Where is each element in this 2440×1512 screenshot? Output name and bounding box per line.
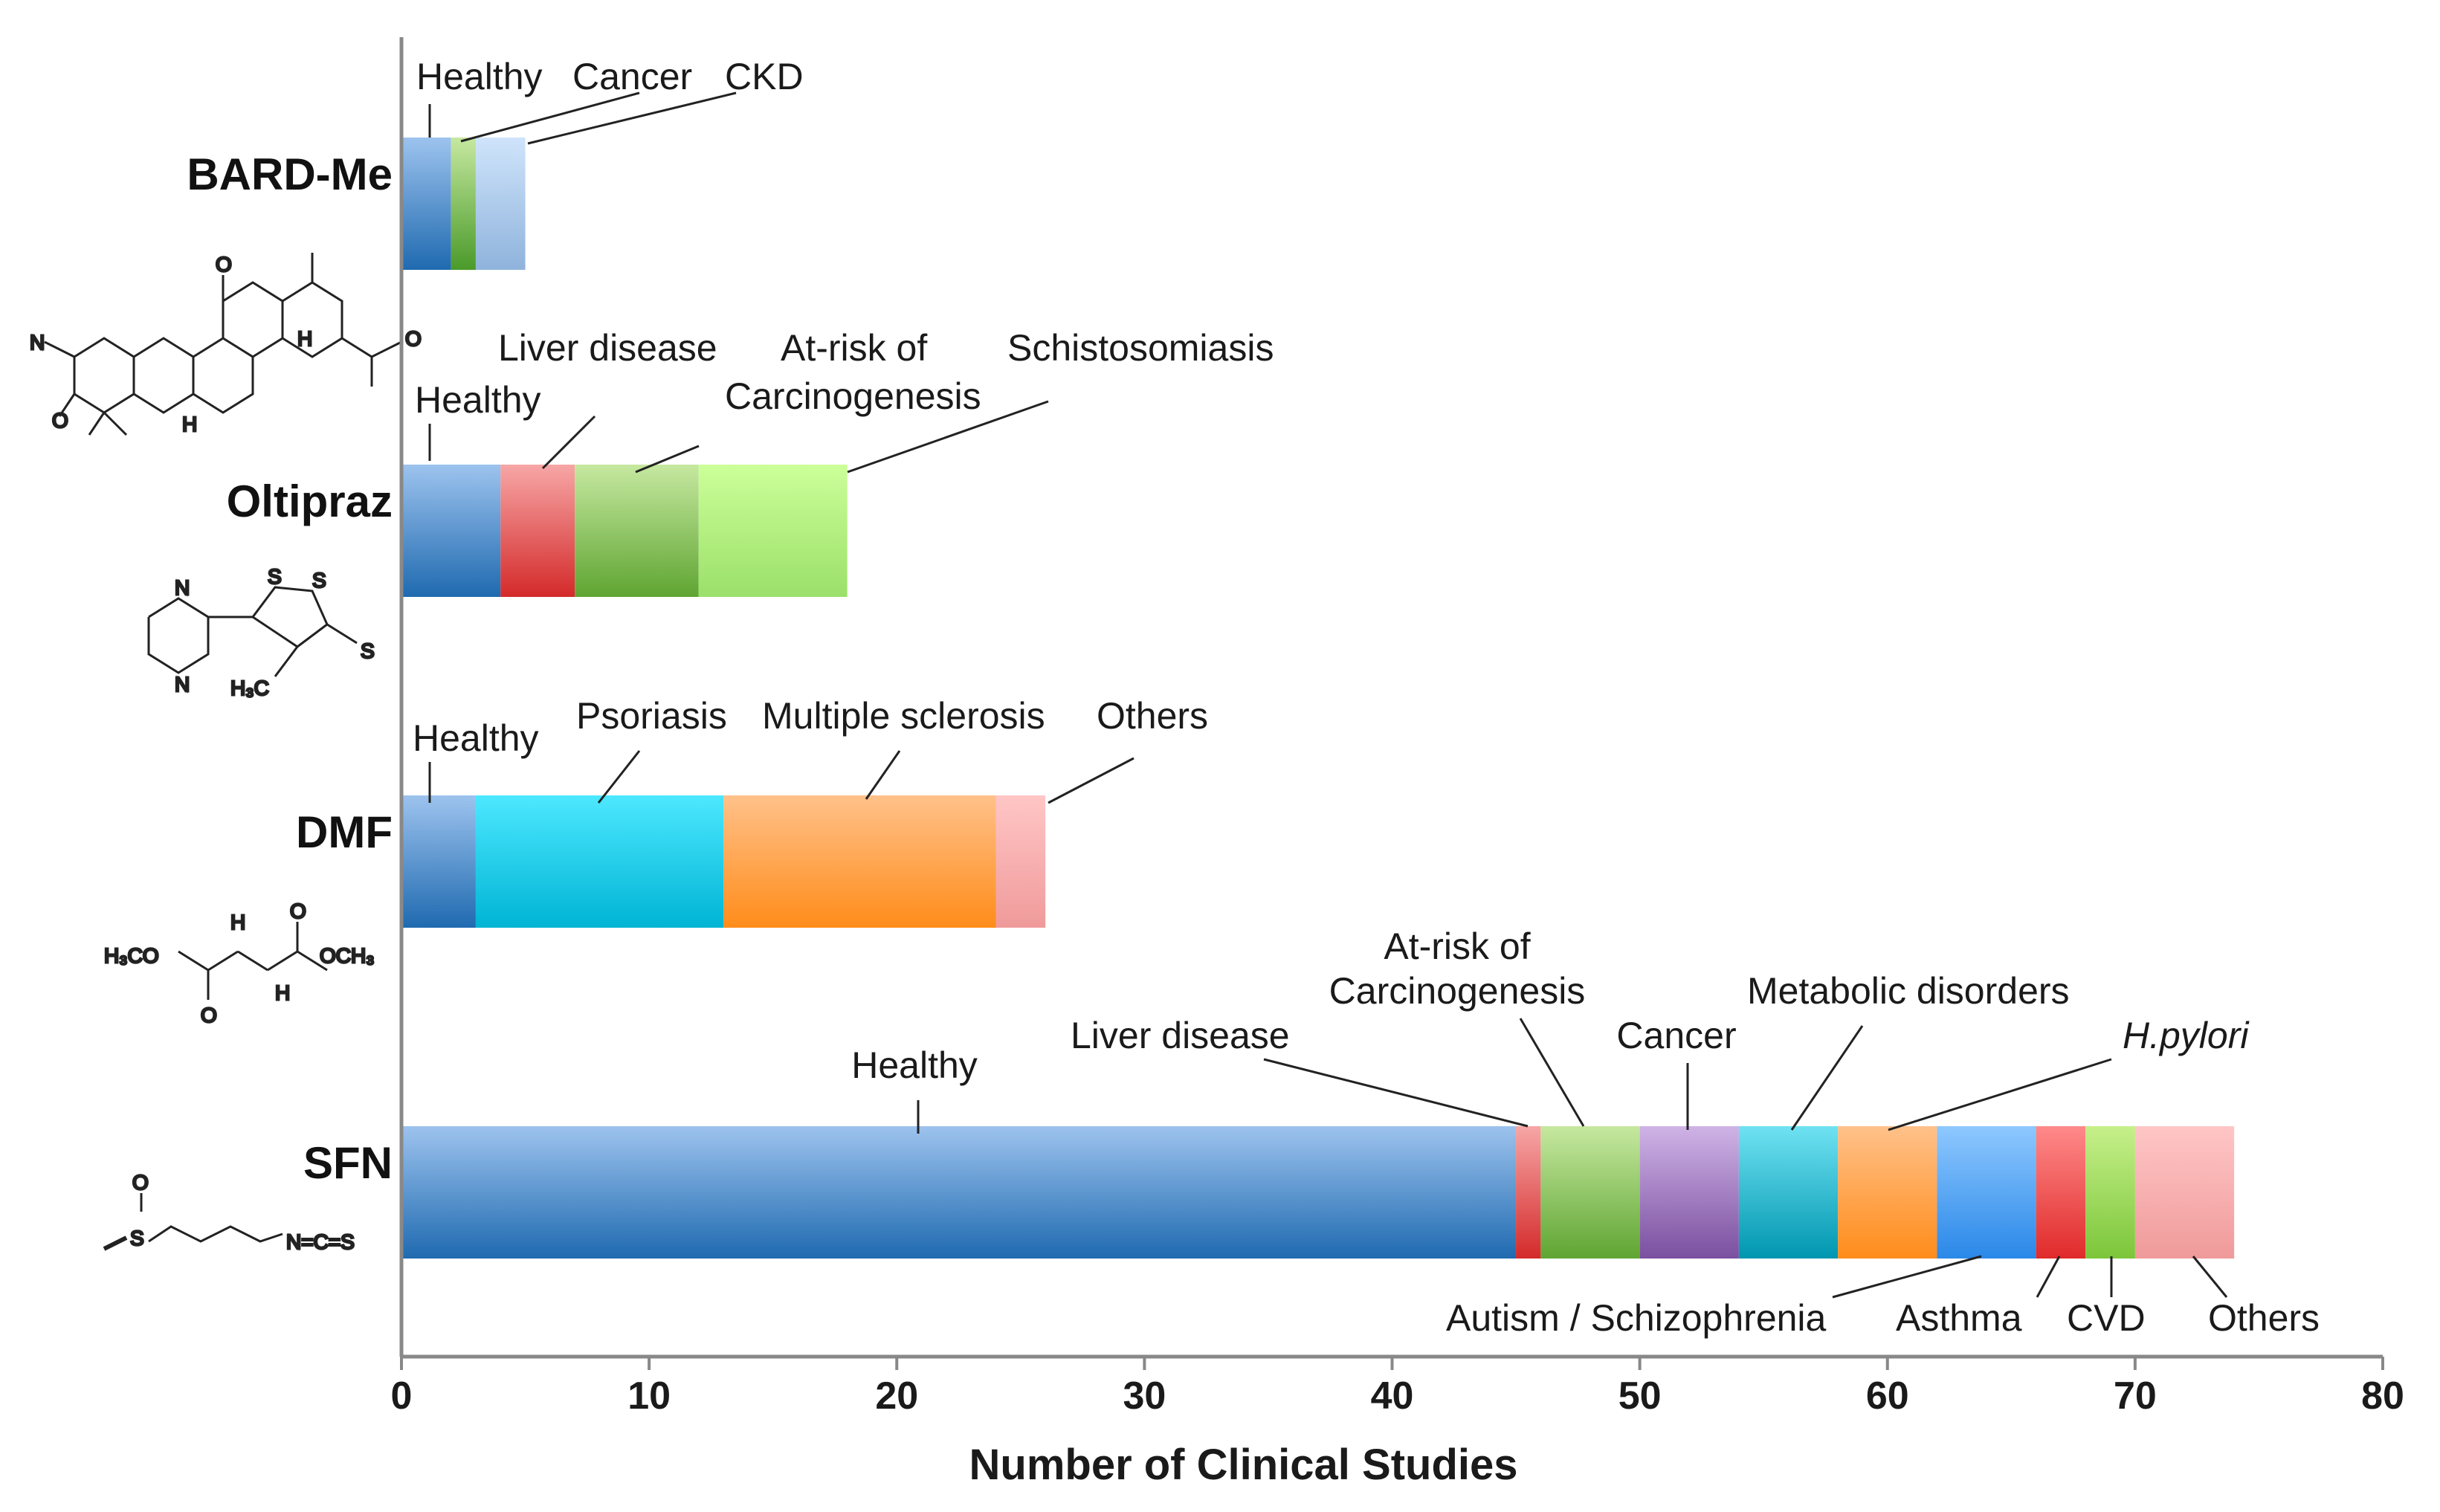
leader-line	[865, 750, 901, 800]
structure-label: N=C=S	[286, 1230, 355, 1253]
structure-label: O	[132, 1171, 149, 1194]
leader-line	[1519, 1018, 1585, 1127]
leader-line	[1888, 1058, 2112, 1131]
leader-line	[2192, 1256, 2228, 1298]
bar-segment	[500, 465, 575, 597]
segment-label: Psoriasis	[576, 695, 727, 737]
bar-segment	[2085, 1126, 2135, 1259]
leader-line	[2036, 1256, 2061, 1298]
leader-line	[1048, 757, 1135, 804]
bard-me-structure: N O O H H O	[29, 252, 423, 437]
bar-segment	[2134, 1126, 2235, 1259]
segment-label: Cancer	[572, 56, 692, 97]
drug-label: DMF	[296, 807, 393, 857]
segment-label: Autism / Schizophrenia	[1446, 1297, 1827, 1339]
structure-label: H	[182, 413, 197, 436]
structure-label: H	[275, 981, 290, 1004]
leader-line	[541, 415, 596, 470]
segment-label: Metabolic disorders	[1747, 970, 2070, 1012]
leader-line	[597, 750, 641, 804]
bar-segment	[401, 795, 476, 928]
segment-label: Healthy	[416, 56, 543, 97]
x-axis-title: Number of Clinical Studies	[969, 1441, 1518, 1489]
x-tick-label: 10	[627, 1374, 671, 1418]
oltipraz-structure: N N S S S H₃C	[147, 564, 375, 701]
leader-line	[1263, 1058, 1529, 1128]
structure-label: H	[297, 327, 312, 350]
bar-segment	[723, 795, 996, 928]
dmf-structure: H₃CO OCH₃ O O H H	[103, 899, 376, 1028]
segment-label: Liver disease	[498, 327, 717, 369]
bar-segment	[1738, 1126, 1839, 1259]
segment-label: Carcinogenesis	[1329, 970, 1586, 1012]
structure-label: H	[230, 911, 245, 934]
structure-label: S	[268, 565, 282, 588]
leader-line	[635, 445, 700, 474]
structure-label: H₃C	[230, 676, 269, 700]
bar-segment	[2036, 1126, 2086, 1259]
segment-label: Others	[1097, 695, 1208, 737]
structure-label: O	[290, 899, 306, 923]
structure-label: O	[216, 253, 232, 276]
structure-label: O	[405, 327, 422, 350]
segment-label: Carcinogenesis	[725, 375, 981, 417]
structure-label: N	[175, 576, 190, 599]
bar-segment	[475, 795, 724, 928]
x-tick-label: 40	[1371, 1374, 1414, 1418]
drug-label: BARD-Me	[187, 149, 393, 199]
bar-segment	[1639, 1126, 1739, 1259]
bar-segment	[475, 138, 526, 270]
x-tick-label: 80	[2361, 1374, 2404, 1418]
bar-segment	[995, 795, 1046, 928]
leader-line	[1790, 1025, 1864, 1131]
leader-line	[460, 91, 640, 143]
x-tick-label: 50	[1618, 1374, 1662, 1418]
bar-segment	[698, 465, 848, 597]
segment-label: Cancer	[1616, 1015, 1736, 1056]
segment-label: CKD	[725, 56, 804, 97]
x-tick-label: 20	[875, 1374, 918, 1418]
structure-label: O	[52, 409, 68, 432]
structure-label: N	[175, 673, 190, 696]
structure-label: O	[201, 1004, 217, 1027]
structure-label: S	[312, 569, 326, 592]
bar-segment	[575, 465, 699, 597]
x-tick-label: 0	[391, 1374, 413, 1418]
sfn-structure: O S N=C=S	[103, 1170, 355, 1255]
x-tick-label: 30	[1123, 1374, 1166, 1418]
segment-label: Healthy	[851, 1044, 978, 1086]
leader-line	[527, 91, 737, 145]
bar-segment	[1540, 1126, 1640, 1259]
segment-label: Asthma	[1896, 1297, 2022, 1339]
x-tick-label: 70	[2114, 1374, 2157, 1418]
bar-segment	[401, 465, 501, 597]
bar-segment	[1516, 1126, 1541, 1259]
segment-label: Schistosomiasis	[1007, 327, 1274, 369]
segment-label: CVD	[2067, 1297, 2146, 1339]
structure-label: S	[130, 1227, 144, 1250]
segment-label: Liver disease	[1071, 1015, 1290, 1056]
bar-segment	[401, 1126, 1517, 1259]
bar-segment	[1937, 1126, 2036, 1259]
segment-label: Multiple sclerosis	[762, 695, 1045, 737]
bar-segment	[1838, 1126, 1937, 1259]
bar-segment	[401, 138, 451, 270]
segment-label: Others	[2208, 1297, 2320, 1339]
drug-label: SFN	[303, 1138, 393, 1188]
segment-label: Healthy	[413, 717, 539, 759]
segment-label: H.pylori	[2123, 1015, 2250, 1056]
structure-label: H₃CO	[104, 944, 159, 967]
structure-label: S	[361, 639, 375, 662]
structure-label: OCH₃	[320, 944, 375, 967]
segment-label: At-risk of	[1384, 925, 1530, 967]
leader-line	[1832, 1255, 1982, 1299]
segment-label: Healthy	[415, 379, 541, 421]
segment-label: At-risk of	[781, 327, 927, 369]
structure-label: N	[30, 331, 45, 354]
leader-line	[847, 400, 1049, 474]
drug-label: Oltipraz	[227, 476, 393, 526]
x-tick-label: 60	[1866, 1374, 1909, 1418]
bar-segment	[451, 138, 476, 270]
